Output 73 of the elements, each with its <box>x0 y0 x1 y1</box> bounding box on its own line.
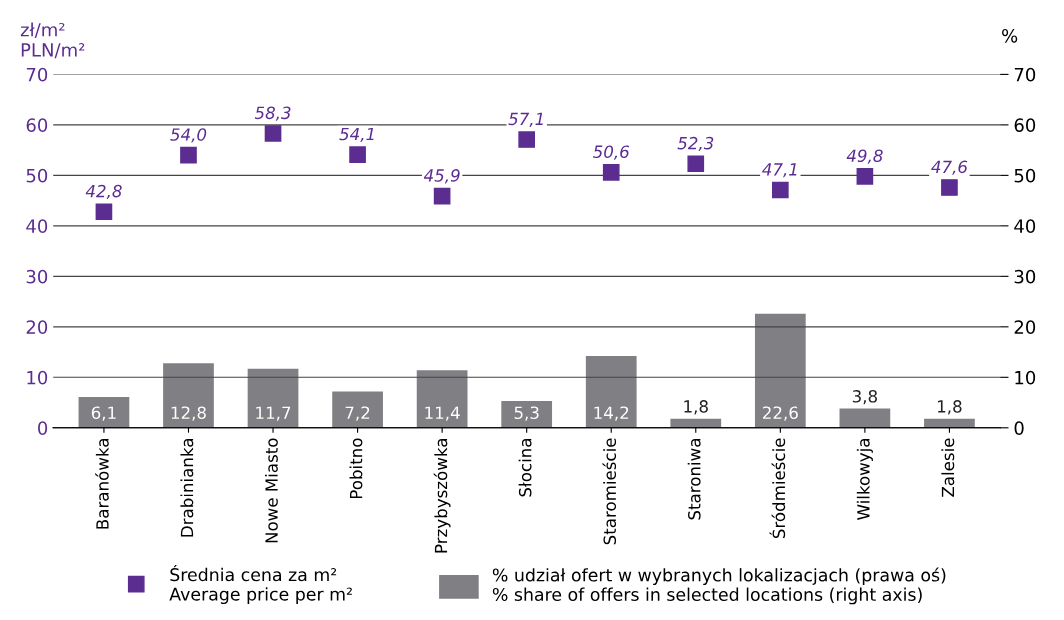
y2-axis-title: % <box>1002 28 1018 43</box>
bar <box>839 408 891 428</box>
y-axis-title: zł/m² PLN/m² <box>20 22 85 59</box>
y2-tick-label: 0 <box>1014 421 1024 435</box>
y2-tick-label: 70 <box>1014 67 1036 82</box>
data-label: 47,1 <box>762 163 797 178</box>
y-tick-label: 20 <box>26 320 48 334</box>
y-tick-label: 60 <box>26 118 48 132</box>
data-label: 22,6 <box>763 406 798 421</box>
data-label: 14,2 <box>594 406 629 421</box>
data-label: 49,8 <box>846 149 883 164</box>
y2-tick-label: 40 <box>1014 219 1036 233</box>
data-label: 11,4 <box>425 406 460 421</box>
point <box>264 125 282 142</box>
data-label: 7,2 <box>345 406 370 421</box>
x-tick-label: Słocina <box>518 439 532 497</box>
y2-tick-label: 20 <box>1014 320 1036 334</box>
y-tick-label: 0 <box>38 421 48 435</box>
bar <box>163 363 214 428</box>
bar <box>78 397 130 428</box>
y-tick-label: 70 <box>26 67 48 82</box>
point <box>349 146 366 164</box>
data-label: 45,9 <box>423 169 460 184</box>
x-tick-label: Drabinianka <box>180 439 194 537</box>
data-label: 12,8 <box>171 406 206 421</box>
point <box>602 164 620 181</box>
data-label: 52,3 <box>677 136 714 152</box>
data-label: 6,1 <box>91 406 116 421</box>
y2-tick-label: 30 <box>1014 269 1036 284</box>
data-label: 58,3 <box>254 106 291 121</box>
data-label: 3,8 <box>852 390 877 405</box>
data-label: 54,1 <box>339 127 374 143</box>
data-label: 50,6 <box>593 145 630 160</box>
data-label: 1,8 <box>684 400 708 415</box>
point <box>856 168 874 185</box>
data-label: 42,8 <box>85 184 122 200</box>
y-tick-label: 40 <box>26 219 48 233</box>
y2-tick-label: 10 <box>1015 370 1036 385</box>
data-label: 5,3 <box>514 406 539 421</box>
bar <box>501 401 553 428</box>
bar <box>585 356 637 428</box>
y2-tick-label: 50 <box>1014 168 1036 183</box>
y-tick-label: 10 <box>27 370 48 385</box>
point <box>180 146 197 164</box>
x-tick-label: Nowe Miasto <box>264 438 278 543</box>
data-label: 1,8 <box>938 400 962 415</box>
point <box>518 131 536 148</box>
bar <box>332 391 383 428</box>
x-tick-label: Przybyszówka <box>433 439 451 553</box>
data-label: 11,7 <box>256 406 291 421</box>
point <box>941 179 958 196</box>
y-tick-label: 30 <box>26 269 48 284</box>
legend-label: % udział ofert w wybranych lokalizacjach (prawa oś) % share of offers in selected locations (right axis) <box>492 567 946 605</box>
bar <box>754 313 806 428</box>
x-tick-label: Pobitno <box>349 438 363 499</box>
x-tick-label: Wilkowyja <box>856 439 873 520</box>
point <box>687 155 705 173</box>
bar <box>247 368 299 428</box>
x-tick-label: Śródmieście <box>769 438 786 539</box>
x-tick-label: Baranówka <box>95 439 109 529</box>
y2-tick-label: 60 <box>1014 118 1036 132</box>
point <box>95 203 113 221</box>
bar <box>416 370 468 428</box>
y-tick-label: 50 <box>26 168 48 183</box>
data-label: 54,0 <box>170 128 207 143</box>
point <box>771 181 789 199</box>
legend-label: Średnia cena za m² Average price per m² <box>169 564 352 605</box>
data-label: 57,1 <box>508 112 543 127</box>
x-tick-label: Staroniwa <box>687 439 701 520</box>
point <box>433 187 451 205</box>
data-label: 47,6 <box>931 160 968 175</box>
x-tick-label: Zalesie <box>941 438 955 497</box>
x-tick-label: Staromieście <box>602 438 617 545</box>
